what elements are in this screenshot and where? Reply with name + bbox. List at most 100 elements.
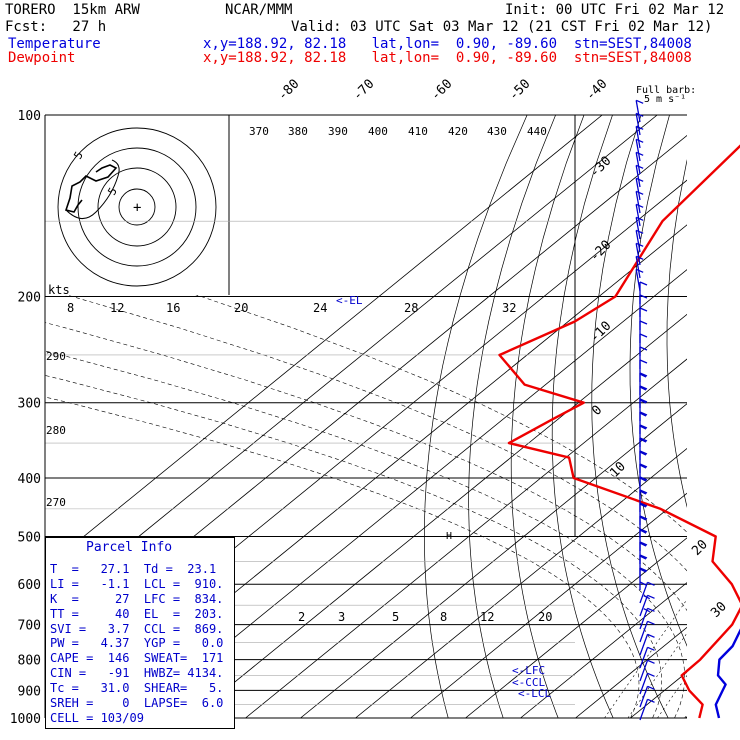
mixing-ratio-line [684, 714, 687, 718]
isotherm-line [190, 313, 687, 718]
theta-side-label: 290 [46, 350, 66, 363]
mixing-ratio-line [604, 598, 687, 718]
barb-staff [639, 608, 649, 630]
barb-flag [639, 542, 647, 547]
barb-flag [639, 437, 648, 442]
theta-side-label: 280 [46, 424, 66, 437]
barb-flag [639, 333, 648, 338]
dry-adiabat [703, 115, 740, 718]
isotherm-line [685, 716, 687, 718]
pressure-tick-label: 900 [18, 684, 41, 699]
isotherm-label: -40 [583, 77, 610, 104]
theta-label: 440 [527, 125, 547, 138]
pressure-tick-label: 400 [18, 472, 41, 487]
wind-barb [635, 242, 644, 266]
location-line-dew: x,y=188.92, 82.18 lat,lon= 0.90, -89.60 … [203, 50, 692, 66]
barb-flag [647, 672, 655, 677]
barb-flag [639, 373, 647, 378]
barb-flag [639, 320, 648, 325]
wind-scale-label: 12 [110, 301, 124, 315]
init-time: Init: 00 UTC Fri 02 Mar 12 [505, 2, 725, 18]
wind-barb [639, 633, 655, 656]
barb-staff [639, 621, 649, 643]
wind-barb [639, 646, 655, 669]
barb-flag [635, 125, 644, 130]
forecast-hour: Fcst: 27 h [5, 19, 107, 35]
wind-barb [635, 203, 644, 227]
barb-flag [647, 620, 655, 625]
wind-barb [639, 333, 648, 356]
model-title: TORERO 15km ARW [5, 2, 140, 18]
full-barb-units: 5 m s⁻¹ [644, 94, 687, 105]
wind-barb [639, 281, 648, 304]
barb-flag [647, 607, 655, 612]
barb-flag [639, 425, 647, 430]
barb-flag [647, 685, 655, 690]
wind-barb [639, 346, 648, 369]
barb-flag [635, 138, 644, 143]
wind-barb [635, 112, 644, 136]
barb-flag [639, 424, 648, 429]
parcel-row: SREH = 0 LAPSE= 6.0 [50, 696, 224, 710]
wind-scale-label: 32 [502, 301, 516, 315]
isotherm-label: -60 [428, 77, 455, 104]
parcel-row: T = 27.1 Td = 23.1 [50, 562, 217, 576]
isotherm-label: 20 [689, 537, 711, 559]
wind-barb [635, 151, 644, 175]
pressure-tick-label: 500 [18, 530, 41, 545]
moist-adiabat [45, 322, 687, 612]
barb-flag [639, 438, 647, 443]
h-marker: H [446, 531, 452, 542]
dewpoint-legend: Dewpoint [8, 50, 76, 66]
barb-staff [639, 634, 649, 656]
barb-staff [635, 100, 641, 123]
wind-barb [635, 216, 644, 240]
barb-flag [639, 399, 647, 404]
parcel-row: CELL = 103/09 [50, 711, 144, 725]
wind-barb [639, 672, 655, 695]
wind-barbs [635, 99, 655, 721]
pressure-tick-label: 800 [18, 654, 41, 669]
barb-staff [639, 582, 649, 604]
barb-flag [639, 515, 648, 520]
theta-label: 430 [487, 125, 507, 138]
wind-barb [639, 607, 655, 630]
barb-flag [639, 529, 647, 534]
barb-flag [635, 190, 644, 195]
isotherm-label: -30 [587, 154, 614, 181]
isotherm-line [245, 358, 687, 718]
lfc-marker: <-LFC [512, 664, 545, 677]
isotherm-label: -10 [587, 319, 614, 346]
parcel-row: PW = 4.37 YGP = 0.0 [50, 636, 224, 650]
mixing-ratio-label: 3 [338, 610, 345, 624]
wind-barb [635, 190, 644, 214]
barb-flag [635, 203, 644, 208]
mixing-ratio-label: 20 [538, 610, 552, 624]
valid-time: Valid: 03 UTC Sat 03 Mar 12 (21 CST Fri … [291, 19, 713, 35]
barb-staff [635, 230, 641, 253]
wind-barb [639, 567, 648, 590]
isotherm-label: -50 [506, 77, 533, 104]
parcel-row: CIN = -91 HWBZ= 4134. [50, 666, 224, 680]
isotherm-label: -80 [275, 77, 302, 104]
sounding-profiles [498, 144, 740, 719]
barb-flag [639, 568, 647, 573]
hodograph-ring [118, 188, 156, 226]
barb-flag [635, 151, 644, 156]
isotherm-line [45, 115, 658, 614]
wind-barb [639, 307, 648, 330]
barb-staff [635, 204, 641, 227]
wind-barb [639, 359, 648, 382]
theta-side-label: 270 [46, 496, 66, 509]
barb-flag [639, 528, 648, 533]
barb-flag [639, 463, 648, 468]
pressure-tick-label: 100 [18, 109, 41, 124]
barb-staff [635, 191, 641, 214]
barb-staff [635, 243, 641, 266]
barb-flag [647, 646, 655, 651]
barb-staff [639, 660, 649, 682]
hodograph-ring [97, 167, 177, 247]
barb-flag [635, 255, 644, 260]
moist-adiabat [45, 375, 663, 718]
barb-flag [647, 633, 655, 638]
